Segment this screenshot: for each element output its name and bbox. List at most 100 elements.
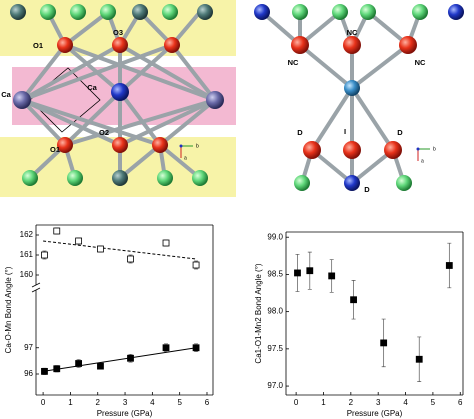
atom [303, 141, 321, 159]
axis-break [31, 287, 41, 293]
bond [118, 43, 217, 102]
x-tick-label: 4 [150, 398, 155, 407]
bond [310, 86, 354, 152]
atom [132, 4, 148, 20]
atom [22, 170, 38, 186]
atom [360, 4, 376, 20]
bond [63, 98, 217, 147]
y-tick-label: 162 [20, 230, 34, 239]
triad-origin [416, 147, 420, 151]
bond [20, 43, 174, 102]
cell-outline [29, 67, 101, 133]
bond [20, 43, 122, 102]
x-tick-label: 1 [68, 398, 73, 407]
atom-label: Ca [1, 90, 11, 99]
atom [57, 37, 73, 53]
atom [292, 4, 308, 20]
x-tick-label: 3 [376, 398, 381, 407]
data-point [162, 344, 170, 352]
atom-label: O1 [33, 41, 43, 50]
atom [13, 91, 31, 109]
atom-label: NC [347, 28, 358, 37]
atom [254, 4, 270, 20]
atom [412, 4, 428, 20]
atom [67, 170, 83, 186]
data-point [380, 339, 388, 347]
x-tick-label: 5 [177, 398, 182, 407]
atom [164, 37, 180, 53]
y-tick-label: 97.5 [267, 344, 283, 353]
atom [396, 175, 412, 191]
atom-label: I [344, 127, 346, 136]
x-axis-label: Pressure (GPa) [347, 409, 403, 418]
atom [111, 83, 129, 101]
axis-break [31, 282, 41, 288]
y-tick-label: 97 [24, 343, 33, 352]
atom [332, 4, 348, 20]
x-tick-label: 1 [321, 398, 326, 407]
data-point [162, 239, 170, 247]
bond [118, 90, 162, 147]
data-point [97, 362, 104, 370]
y-tick-label: 98.0 [267, 307, 283, 316]
atom-label: D [364, 185, 370, 194]
data-point [127, 255, 134, 263]
data-point [53, 365, 61, 373]
data-point [53, 227, 61, 235]
atom-label: O1 [50, 145, 60, 154]
atom [112, 170, 128, 186]
atom [291, 36, 309, 54]
bond [170, 43, 217, 102]
atom-label: NC [415, 58, 426, 67]
triad-origin [179, 144, 183, 148]
atom [112, 137, 128, 153]
data-point [192, 344, 200, 352]
data-point [75, 237, 83, 245]
bond [158, 98, 217, 147]
structure-panels: O1 O3 Ca Ca O2 O1 NC NC NC I D D Db a b a [0, 0, 464, 197]
atom [112, 37, 128, 53]
bond [350, 43, 410, 90]
atom-label: O2 [99, 128, 109, 137]
data-point [328, 272, 336, 280]
atom [343, 141, 361, 159]
bond [63, 10, 110, 47]
atom-label: NC [288, 58, 299, 67]
bond [20, 43, 67, 102]
bond [158, 143, 202, 180]
x-tick-label: 3 [123, 398, 128, 407]
atom [152, 137, 168, 153]
data-point [294, 269, 301, 277]
x-tick-label: 0 [41, 398, 46, 407]
atom [448, 4, 464, 20]
y-tick-label: 160 [20, 270, 34, 279]
atom-label: O3 [113, 28, 123, 37]
x-tick-label: 2 [96, 398, 101, 407]
data-point [75, 360, 83, 367]
atom-label: D [297, 128, 303, 137]
data-point [97, 245, 104, 253]
fit-line [43, 347, 197, 372]
y-axis-label: Ca1-O1-Mn2 Bond Angle (°) [254, 263, 263, 363]
x-tick-label: 4 [403, 398, 408, 407]
atom [344, 80, 360, 96]
fit-line [43, 240, 197, 260]
atom-label: Ca [87, 83, 97, 92]
triad-label: b [196, 143, 199, 149]
bond [118, 43, 174, 94]
data-point [350, 296, 357, 304]
atom [384, 141, 402, 159]
bond [350, 86, 395, 152]
triad-label: b [433, 146, 436, 152]
y-tick-label: 96 [24, 369, 33, 378]
x-tick-label: 2 [349, 398, 354, 407]
triad-label: a [184, 155, 187, 161]
data-point [415, 355, 423, 363]
data-point [445, 262, 453, 269]
bond [298, 43, 354, 90]
atom [197, 4, 213, 20]
data-point [192, 261, 200, 269]
atom [70, 4, 86, 20]
bond [28, 143, 67, 180]
atom [57, 137, 73, 153]
